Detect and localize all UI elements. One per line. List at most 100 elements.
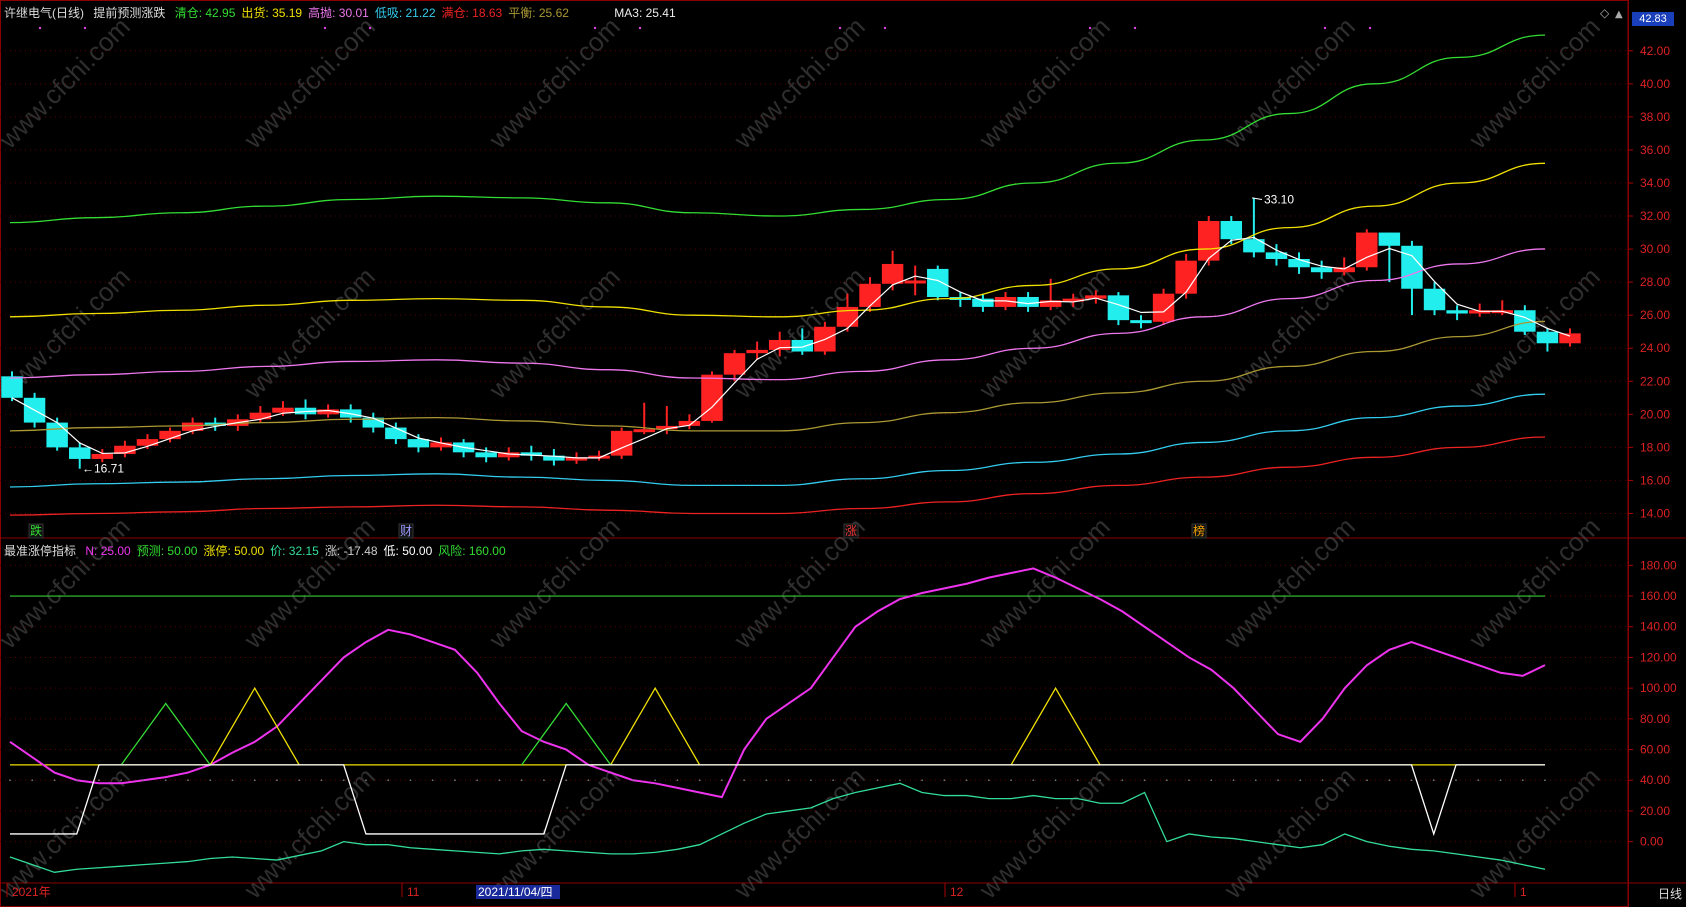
candle-body <box>565 457 588 461</box>
candle-body <box>791 339 814 352</box>
sub-dot <box>1210 779 1213 782</box>
channel-line-低吸 <box>9 393 1546 488</box>
candle-body <box>46 422 68 448</box>
sub-series-N <box>9 567 1546 799</box>
watermark-text: www.cfchi.com <box>0 511 136 654</box>
top-dot <box>1323 26 1327 30</box>
candle-body <box>723 353 746 375</box>
sub-dot <box>276 779 278 782</box>
x-cursor-box <box>476 885 560 899</box>
candle-body <box>159 430 181 440</box>
candle-body <box>1220 220 1243 240</box>
main-y-tick-label: 28.00 <box>1640 275 1670 289</box>
top-dot <box>323 26 327 30</box>
sub-dot <box>987 779 990 782</box>
sub-legend-item-1: 预测: 50.00 <box>136 544 198 558</box>
sub-y-tick-label: 180.00 <box>1640 558 1677 572</box>
candle-body <box>1039 300 1062 307</box>
candle-body <box>1152 293 1175 322</box>
candle-body <box>114 445 136 454</box>
channel-line-高抛 <box>9 248 1546 381</box>
sub-series-低 <box>10 764 1545 837</box>
sub-y-tick-label: 100.00 <box>1640 681 1677 695</box>
event-marker-2: 涨 <box>845 523 857 538</box>
main-legend-item-3: 低吸: 21.22 <box>374 6 436 20</box>
main-legend-item-2: 高抛: 30.01 <box>308 6 369 20</box>
candle-body <box>701 374 723 421</box>
main-y-tick-label: 34.00 <box>1640 176 1670 190</box>
sub-dot <box>1143 779 1146 782</box>
sub-dot <box>1299 779 1302 782</box>
candle-body <box>1265 252 1288 259</box>
sub-dot <box>1343 779 1346 782</box>
sub-dot <box>1054 779 1057 782</box>
x-axis-label-0: 2021年 <box>12 885 51 899</box>
sub-dot <box>832 779 835 782</box>
stock-title[interactable]: 许继电气(日线) <box>4 6 84 20</box>
watermark-text: www.cfchi.com <box>1462 261 1605 404</box>
sub-legend-item-6: 风险: 160.00 <box>438 544 506 558</box>
candle-body <box>181 422 204 431</box>
candle-body <box>249 412 272 420</box>
sub-dot <box>921 779 924 782</box>
main-legend-item-1: 出货: 35.19 <box>241 6 303 20</box>
sub-y-tick-label: 160.00 <box>1640 589 1677 603</box>
candle-body <box>1333 267 1355 273</box>
top-dot <box>593 26 597 30</box>
sub-spike-预测 <box>521 702 612 766</box>
current-price-badge: 42.83 <box>1632 12 1674 26</box>
sub-legend-item-3: 价: 32.15 <box>270 544 319 558</box>
sub-dot <box>1455 779 1457 782</box>
indicator-name[interactable]: 提前预测涨跌 <box>93 6 166 20</box>
event-marker-1: 财 <box>400 524 412 538</box>
candle-body <box>1 376 23 398</box>
sub-dot <box>164 779 167 782</box>
candle-body <box>1175 260 1197 294</box>
sub-dot <box>609 779 612 782</box>
sub-dot <box>676 779 679 782</box>
sub-dot <box>1499 779 1502 782</box>
candle-body <box>520 452 543 456</box>
candle-body <box>836 306 859 327</box>
top-dot <box>1368 26 1372 30</box>
candle-body <box>385 427 407 440</box>
period-label[interactable]: 日线 <box>1657 887 1682 901</box>
sub-dot <box>142 779 145 782</box>
candle-body <box>1356 232 1378 268</box>
sub-dot <box>1321 779 1324 782</box>
watermark-text: www.cfchi.com <box>0 11 136 154</box>
candle-body <box>475 452 497 458</box>
main-y-tick-label: 30.00 <box>1640 242 1670 256</box>
main-y-tick-label: 42.00 <box>1640 44 1670 58</box>
sub-dot <box>476 779 479 782</box>
top-dot <box>83 26 87 30</box>
main-legend-item-4: 满仓: 18.63 <box>441 6 503 20</box>
candle-body <box>1017 297 1039 307</box>
sub-dot <box>31 779 34 782</box>
sub-y-tick-label: 120.00 <box>1640 650 1677 664</box>
sub-dot <box>1277 779 1279 782</box>
channel-line-平衡 <box>9 320 1546 432</box>
candle-body <box>972 298 994 307</box>
sub-dot <box>320 779 323 782</box>
x-axis-label-2: 2021/11/04/四 <box>478 885 553 899</box>
candle-body <box>1062 298 1084 302</box>
candle-body <box>1288 258 1310 268</box>
candle-body <box>927 268 949 298</box>
event-marker-0: 跌 <box>30 523 42 538</box>
sub-dot <box>898 779 901 782</box>
sub-dot <box>187 779 189 782</box>
high-price-annotation: 33.10 <box>1264 193 1294 207</box>
sub-dot <box>1366 779 1368 782</box>
sub-dot <box>654 779 657 782</box>
sub-y-tick-label: 80.00 <box>1640 712 1670 726</box>
watermark-text: www.cfchi.com <box>1462 11 1605 154</box>
sub-indicator-name[interactable]: 最准涨停指标 <box>4 544 77 558</box>
sub-dot <box>520 779 523 782</box>
candle-body <box>272 407 294 413</box>
sub-dot <box>1432 779 1435 782</box>
sub-dot <box>965 779 968 782</box>
sub-dot <box>876 779 879 782</box>
main-y-tick-label: 26.00 <box>1640 308 1670 322</box>
